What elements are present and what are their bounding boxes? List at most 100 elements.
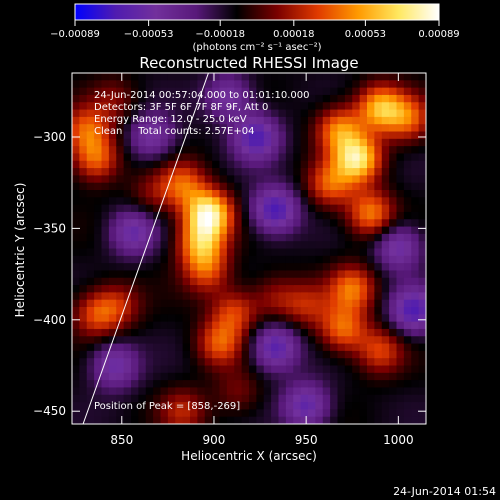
heatmap-pixel bbox=[101, 73, 110, 81]
heatmap-pixel bbox=[123, 248, 132, 257]
heatmap-pixel bbox=[263, 336, 272, 345]
heatmap-pixel bbox=[263, 73, 272, 81]
heatmap-pixel bbox=[322, 292, 331, 301]
heatmap-pixel bbox=[175, 197, 184, 206]
heatmap-pixel bbox=[72, 277, 80, 286]
heatmap-pixel bbox=[389, 241, 398, 250]
heatmap-pixel bbox=[315, 292, 324, 301]
heatmap-pixel bbox=[138, 109, 147, 118]
heatmap-pixel bbox=[101, 160, 110, 169]
heatmap-pixel bbox=[367, 153, 375, 162]
heatmap-pixel bbox=[190, 409, 198, 418]
heatmap-pixel bbox=[374, 226, 383, 235]
heatmap-pixel bbox=[396, 160, 405, 169]
heatmap-pixel bbox=[234, 204, 243, 213]
heatmap-pixel bbox=[86, 233, 95, 242]
heatmap-pixel bbox=[160, 365, 169, 374]
heatmap-pixel bbox=[182, 233, 191, 242]
heatmap-pixel bbox=[344, 358, 353, 367]
heatmap-pixel bbox=[352, 372, 361, 381]
heatmap-pixel bbox=[160, 182, 169, 191]
heatmap-pixel bbox=[167, 190, 176, 198]
heatmap-pixel bbox=[315, 350, 324, 359]
heatmap-pixel bbox=[411, 387, 420, 396]
heatmap-pixel bbox=[256, 219, 265, 228]
heatmap-pixel bbox=[396, 94, 405, 103]
heatmap-pixel bbox=[123, 328, 132, 337]
heatmap-pixel bbox=[403, 146, 412, 155]
heatmap-pixel bbox=[337, 109, 346, 118]
heatmap-pixel bbox=[175, 255, 184, 264]
heatmap-pixel bbox=[374, 263, 383, 272]
heatmap-pixel bbox=[241, 343, 250, 352]
heatmap-pixel bbox=[337, 182, 346, 191]
heatmap-pixel bbox=[226, 233, 235, 242]
heatmap-pixel bbox=[344, 131, 353, 140]
heatmap-pixel bbox=[418, 204, 426, 213]
heatmap-pixel bbox=[226, 285, 235, 293]
heatmap-pixel bbox=[79, 87, 88, 96]
heatmap-pixel bbox=[271, 146, 280, 155]
heatmap-pixel bbox=[197, 211, 206, 220]
heatmap-pixel bbox=[197, 387, 206, 396]
heatmap-pixel bbox=[300, 380, 309, 389]
heatmap-pixel bbox=[86, 387, 95, 396]
heatmap-pixel bbox=[403, 241, 412, 250]
heatmap-pixel bbox=[411, 285, 420, 293]
heatmap-pixel bbox=[190, 219, 198, 228]
heatmap-pixel bbox=[204, 160, 213, 169]
heatmap-pixel bbox=[322, 73, 331, 81]
heatmap-pixel bbox=[256, 292, 265, 301]
heatmap-pixel bbox=[381, 204, 390, 213]
heatmap-pixel bbox=[219, 248, 228, 257]
heatmap-pixel bbox=[374, 109, 383, 118]
heatmap-pixel bbox=[315, 233, 324, 242]
heatmap-pixel bbox=[263, 124, 272, 133]
heatmap-pixel bbox=[123, 94, 132, 103]
heatmap-pixel bbox=[285, 314, 294, 323]
heatmap-pixel bbox=[256, 124, 265, 133]
heatmap-pixel bbox=[330, 190, 339, 198]
heatmap-pixel bbox=[344, 299, 353, 308]
heatmap-pixel bbox=[367, 160, 375, 169]
heatmap-pixel bbox=[79, 160, 88, 169]
heatmap-pixel bbox=[219, 138, 228, 147]
heatmap-pixel bbox=[374, 219, 383, 228]
heatmap-pixel bbox=[175, 248, 184, 257]
heatmap-pixel bbox=[249, 416, 257, 424]
heatmap-pixel bbox=[108, 94, 117, 103]
heatmap-pixel bbox=[315, 131, 324, 140]
heatmap-pixel bbox=[226, 87, 235, 96]
heatmap-pixel bbox=[308, 80, 316, 89]
heatmap-pixel bbox=[374, 409, 383, 418]
heatmap-pixel bbox=[337, 190, 346, 198]
heatmap-pixel bbox=[271, 160, 280, 169]
heatmap-pixel bbox=[167, 94, 176, 103]
heatmap-pixel bbox=[219, 307, 228, 315]
heatmap-pixel bbox=[308, 219, 316, 228]
heatmap-pixel bbox=[403, 182, 412, 191]
heatmap-pixel bbox=[145, 380, 154, 389]
heatmap-pixel bbox=[359, 175, 368, 184]
heatmap-pixel bbox=[249, 168, 257, 176]
heatmap-pixel bbox=[403, 307, 412, 315]
heatmap-pixel bbox=[300, 109, 309, 118]
heatmap-pixel bbox=[167, 299, 176, 308]
heatmap-pixel bbox=[263, 94, 272, 103]
heatmap-pixel bbox=[145, 182, 154, 191]
heatmap-pixel bbox=[381, 358, 390, 367]
heatmap-pixel bbox=[175, 314, 184, 323]
heatmap-pixel bbox=[160, 131, 169, 140]
heatmap-pixel bbox=[389, 277, 398, 286]
heatmap-pixel bbox=[337, 80, 346, 89]
heatmap-pixel bbox=[145, 277, 154, 286]
heatmap-pixel bbox=[418, 241, 426, 250]
heatmap-pixel bbox=[352, 94, 361, 103]
heatmap-pixel bbox=[212, 94, 221, 103]
heatmap-pixel bbox=[285, 138, 294, 147]
heatmap-pixel bbox=[308, 409, 316, 418]
heatmap-pixel bbox=[315, 190, 324, 198]
heatmap-pixel bbox=[153, 380, 162, 389]
heatmap-pixel bbox=[204, 314, 213, 323]
heatmap-pixel bbox=[226, 343, 235, 352]
